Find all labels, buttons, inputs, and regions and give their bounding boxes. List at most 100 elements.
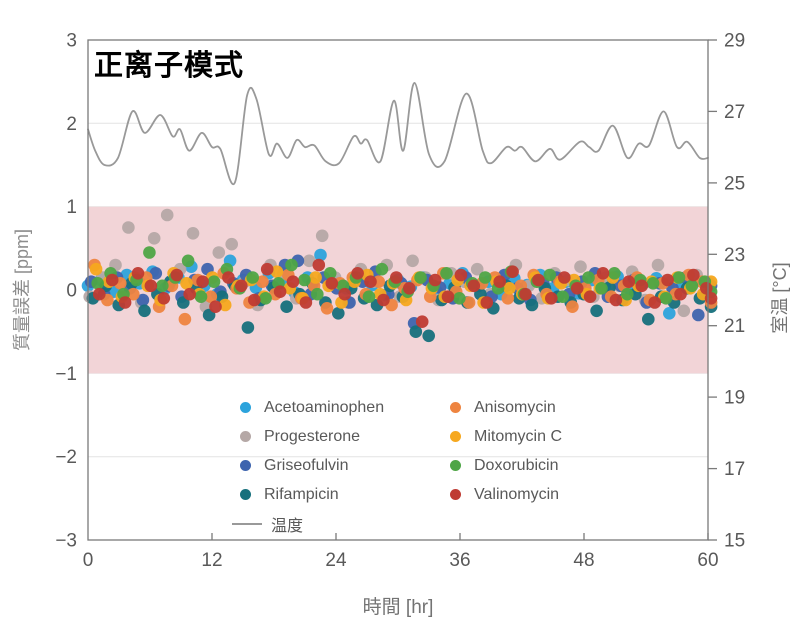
- scatter-point-doxorubicin: [556, 290, 569, 304]
- scatter-point-valinomycin: [312, 258, 326, 272]
- scatter-point-valinomycin: [609, 293, 623, 307]
- scatter-point-doxorubicin: [440, 267, 453, 280]
- scatter-point-anisomycin: [501, 292, 515, 305]
- scatter-point-doxorubicin: [181, 254, 195, 268]
- legend-label: Valinomycin: [474, 485, 560, 503]
- scatter-point-rifampicin: [409, 325, 423, 339]
- plot-border: [87, 39, 709, 541]
- x-axis-label: 時間 [hr]: [362, 597, 434, 618]
- scatter-point-valinomycin: [570, 282, 584, 295]
- temperature-line-swatch-icon: [232, 522, 262, 525]
- scatter-point-doxorubicin: [659, 292, 673, 305]
- scatter-point-valinomycin: [157, 292, 171, 305]
- x-tick-label: 36: [449, 550, 470, 571]
- scatter-point-doxorubicin: [608, 267, 621, 280]
- scatter-point-doxorubicin: [582, 271, 595, 284]
- scatter-point-valinomycin: [493, 275, 507, 289]
- scatter-point-valinomycin: [93, 287, 106, 301]
- scatter-point-doxorubicin: [194, 290, 208, 304]
- x-tick-label: 0: [83, 550, 94, 571]
- scatter-point-valinomycin: [299, 296, 313, 309]
- scatter-point-doxorubicin: [143, 246, 156, 259]
- scatter-point-rifampicin: [138, 304, 151, 318]
- scatter-point-doxorubicin: [298, 273, 311, 287]
- temperature-line: [87, 81, 709, 186]
- scatter-point-valinomycin: [325, 277, 339, 290]
- scatter-point-valinomycin: [519, 287, 532, 301]
- scatter-point-doxorubicin: [478, 271, 492, 284]
- y-right-tick-label: 27: [724, 102, 745, 123]
- x-tick-label: 60: [697, 550, 718, 571]
- scatter-point-progesterone: [470, 262, 484, 276]
- scatter-point-doxorubicin: [207, 275, 221, 289]
- scatter-point-doxorubicin: [621, 287, 634, 301]
- scatter-point-doxorubicin: [311, 287, 324, 301]
- scatter-point-progesterone: [186, 227, 200, 240]
- scatter-point-anisomycin: [204, 290, 218, 304]
- scatter-point-valinomycin: [248, 293, 261, 307]
- scatter-point-progesterone: [315, 229, 329, 243]
- scatter-point-valinomycin: [144, 279, 158, 293]
- scatter-point-valinomycin: [700, 282, 713, 295]
- scatter-point-valinomycin: [209, 300, 222, 314]
- scatter-point-valinomycin: [674, 287, 687, 301]
- scatter-point-doxorubicin: [685, 279, 699, 293]
- scatter-point-progesterone: [574, 260, 587, 274]
- scatter-point-progesterone: [225, 237, 238, 251]
- scatter-point-valinomycin: [351, 267, 364, 280]
- scatter-point-anisomycin: [462, 296, 476, 309]
- scatter-point-valinomycin: [364, 275, 377, 289]
- scatter-point-doxorubicin: [285, 258, 298, 272]
- scatter-point-valinomycin: [183, 287, 196, 301]
- scatter-point-doxorubicin: [91, 277, 104, 290]
- scatter-point-valinomycin: [596, 267, 610, 280]
- scatter-point-doxorubicin: [646, 277, 660, 290]
- legend-label: Acetoaminophen: [264, 398, 385, 416]
- y-right-tick-label: 29: [724, 31, 745, 52]
- scatter-point-anisomycin: [178, 312, 192, 326]
- scatter-point-griseofulvin: [136, 293, 150, 307]
- scatter-point-progesterone: [122, 221, 135, 234]
- scatter-point-valinomycin: [704, 292, 718, 305]
- legend-label: Doxorubicin: [474, 456, 559, 474]
- scatter-point-valinomycin: [428, 273, 442, 287]
- scatter-point-progesterone: [212, 246, 226, 259]
- scatter-point-valinomycin: [506, 265, 519, 279]
- scatter-point-acetoaminophen: [663, 307, 676, 320]
- scatter-point-rifampicin: [241, 321, 255, 334]
- legend: Acetoaminophen Progesterone Griseofulvin Ri…: [232, 393, 660, 538]
- x-tick-label: 12: [201, 550, 222, 571]
- scatter-point-valinomycin: [118, 296, 132, 309]
- scatter-point-valinomycin: [273, 285, 287, 299]
- legend-item-rifampicin: Rifampicin: [240, 480, 390, 509]
- legend-label: Mitomycin C: [474, 427, 563, 445]
- scatter-point-progesterone: [302, 254, 316, 268]
- scatter-point-valinomycin: [635, 279, 649, 293]
- scatter-point-valinomycin: [622, 275, 636, 289]
- scatter-point-acetoaminophen: [314, 248, 327, 262]
- y-left-tick-label: 0: [66, 281, 77, 302]
- scatter-point-doxorubicin: [595, 282, 608, 295]
- legend-label: 温度: [271, 517, 304, 535]
- scatter-point-progesterone: [160, 208, 174, 222]
- scatter-point-doxorubicin: [259, 292, 272, 305]
- scatter-point-rifampicin: [332, 307, 345, 320]
- scatter-point-mitomycin-c: [270, 265, 284, 279]
- legend-dot-icon: [240, 402, 251, 413]
- y-right-tick-label: 17: [724, 459, 745, 480]
- legend-dot-icon: [240, 431, 251, 442]
- y-left-tick-label: −1: [55, 364, 77, 385]
- scatter-point-valinomycin: [583, 290, 597, 304]
- scatter-point-progesterone: [651, 258, 665, 272]
- scatter-point-doxorubicin: [246, 271, 259, 284]
- y-right-tick-label: 15: [724, 531, 745, 552]
- chart-title: 正离子模式: [94, 50, 245, 82]
- scatter-point-valinomycin: [235, 279, 248, 293]
- scatter-point-valinomycin: [532, 273, 545, 287]
- scatter-point-anisomycin: [320, 302, 334, 315]
- legend-item-anisomycin: Anisomycin: [450, 393, 600, 422]
- y-left-tick-label: 2: [66, 114, 77, 135]
- scatter-point-mitomycin-c: [180, 277, 193, 290]
- legend-item-temperature: 温度: [232, 509, 390, 538]
